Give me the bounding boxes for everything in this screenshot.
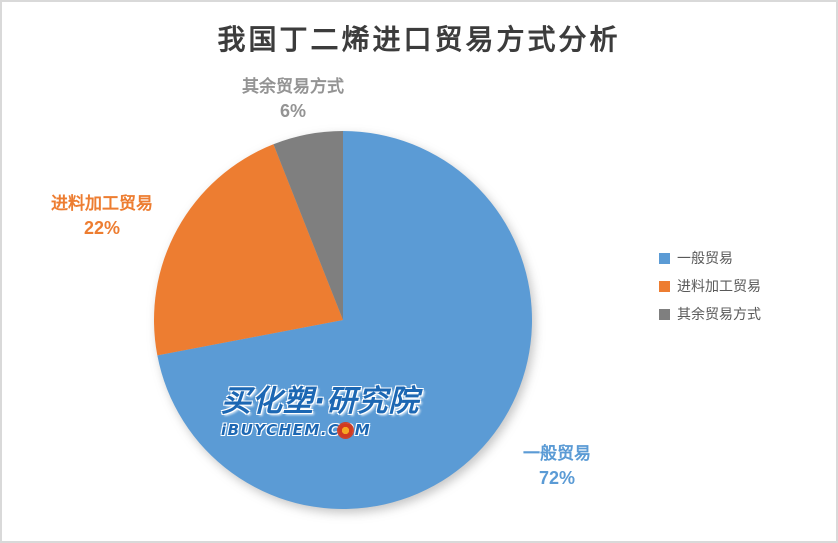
data-label-value: 72% <box>538 468 576 488</box>
legend-item-other-trade: 其余贸易方式 <box>659 304 761 324</box>
pie-slices <box>154 131 533 509</box>
chart-title: 我国丁二烯进口贸易方式分析 <box>217 25 621 56</box>
legend-item-general-trade: 一般贸易 <box>659 248 761 268</box>
data-label-name: 其余贸易方式 <box>242 77 344 96</box>
legend: 一般贸易 进料加工贸易 其余贸易方式 <box>659 248 761 332</box>
pie-slice-2 <box>273 131 343 320</box>
watermark-brand-text: 买化塑·研究院 <box>221 384 420 419</box>
legend-label: 一般贸易 <box>677 252 733 267</box>
data-label-other-trade: 其余贸易方式 6% <box>188 75 398 123</box>
watermark-url-label: iBUYCHEM.COM <box>221 421 372 439</box>
legend-label: 进料加工贸易 <box>677 280 761 295</box>
data-label-value: 6% <box>279 101 306 121</box>
data-label-processing-trade: 进料加工贸易 22% <box>2 192 207 240</box>
legend-swatch-icon <box>659 280 670 292</box>
watermark-url-text: iBUYCHEM.COM <box>221 421 501 439</box>
data-label-general-trade: 一般贸易 72% <box>452 442 662 490</box>
data-label-name: 进料加工贸易 <box>51 194 153 213</box>
legend-swatch-icon <box>659 252 670 264</box>
data-label-value: 22% <box>83 218 121 238</box>
legend-label: 其余贸易方式 <box>677 308 761 323</box>
gear-icon <box>337 422 354 439</box>
pie-slice-0 <box>157 131 533 509</box>
watermark: 买化塑·研究院 iBUYCHEM.COM <box>221 376 501 439</box>
legend-item-processing-trade: 进料加工贸易 <box>659 276 761 296</box>
legend-swatch-icon <box>659 308 670 320</box>
data-label-name: 一般贸易 <box>523 444 591 463</box>
pie-slice-1 <box>154 144 343 356</box>
